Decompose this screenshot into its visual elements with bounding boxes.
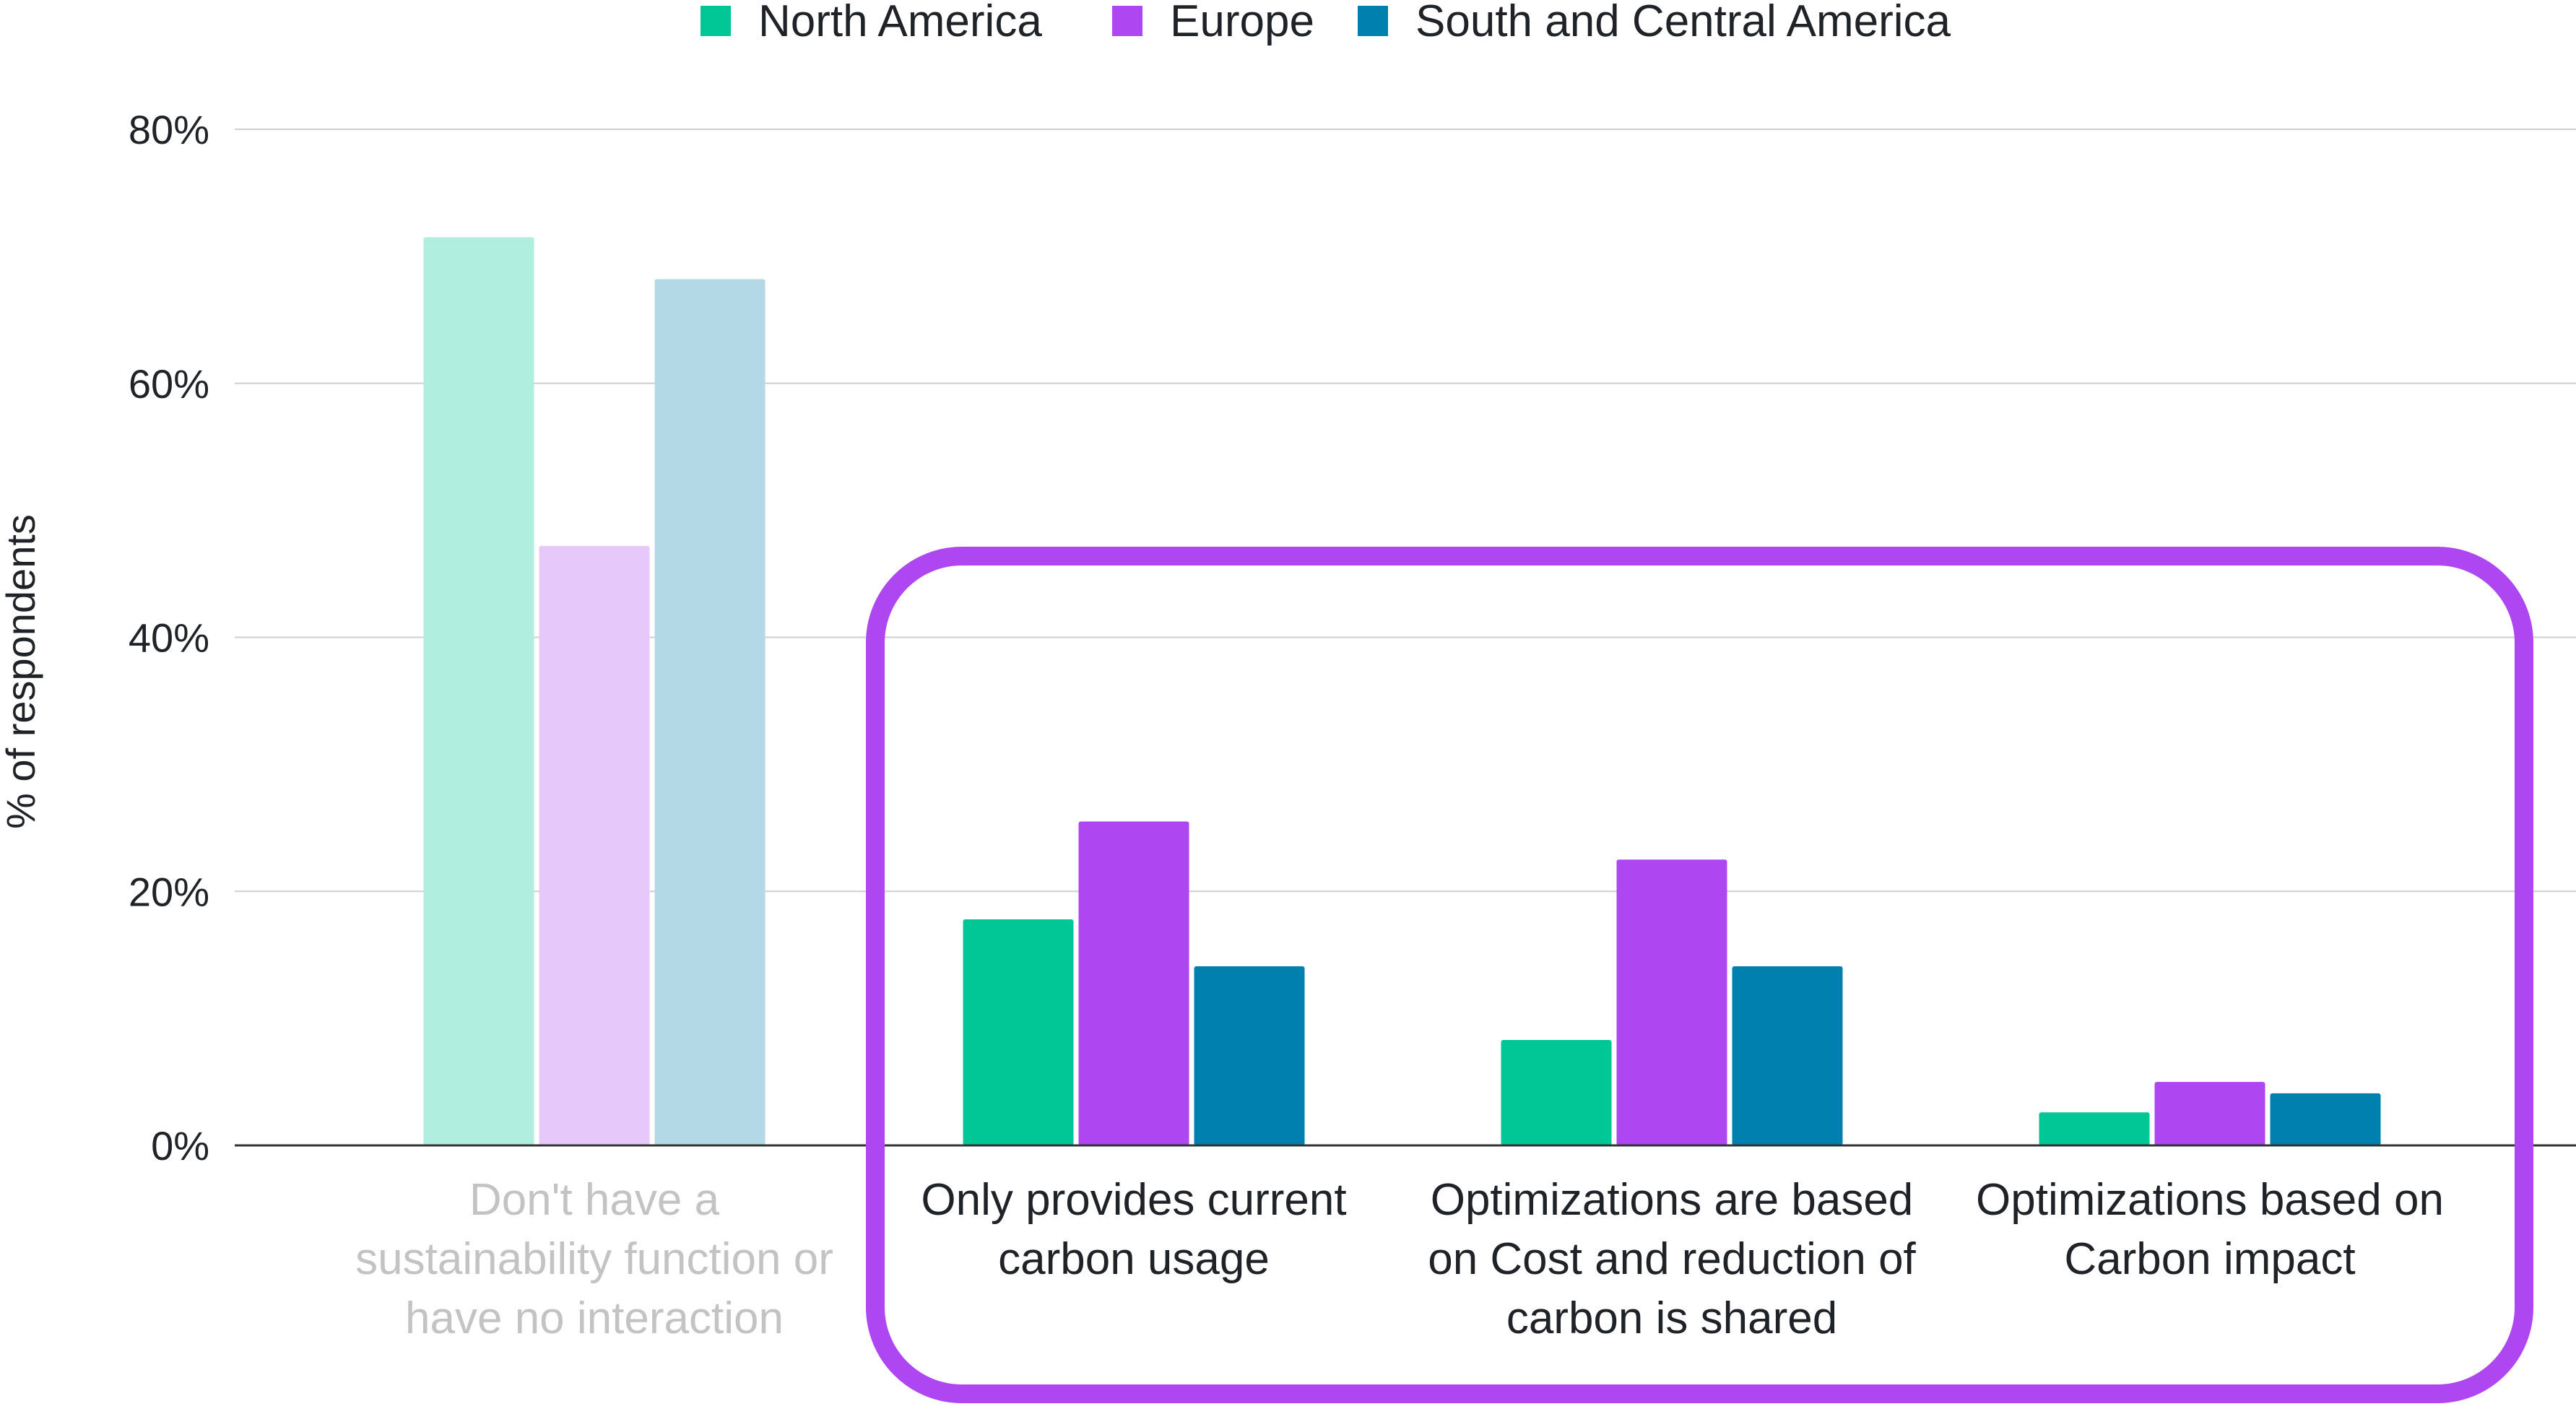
bar [1616,859,1727,1145]
bar [539,545,650,1145]
legend-item: North America [701,0,1042,46]
category-label: on Cost and reduction of [1428,1234,1916,1284]
category-label: Optimizations based on [1976,1175,2444,1225]
legend-label: Europe [1170,0,1314,46]
bar [654,279,766,1146]
category-label: carbon usage [998,1234,1270,1284]
legend-swatch [701,6,731,36]
y-tick-label: 20% [129,869,209,914]
y-axis-title: % of respondents [0,514,43,829]
bar [423,237,534,1145]
legend-label: South and Central America [1415,0,1951,46]
highlight-frame [866,547,2533,1403]
y-tick-label: 60% [129,361,209,407]
legend-swatch [1358,6,1388,36]
legend-item: Europe [1112,0,1314,46]
category-label: Only provides current [921,1175,1346,1225]
legend-label: North America [758,0,1042,46]
y-axis-ticks: 0% 20% 40% 60% 80% [129,107,209,1169]
y-tick-label: 40% [129,615,209,661]
y-tick-label: 80% [129,107,209,152]
legend-item: South and Central America [1358,0,1951,46]
category-label: Carbon impact [2064,1234,2355,1284]
category-label: have no interaction [405,1293,784,1343]
bars [423,237,2381,1146]
category-labels: Don't have a sustainability function or ha… [355,1175,2444,1343]
bar [1501,1040,1612,1145]
y-tick-label: 0% [151,1123,209,1169]
legend-swatch [1112,6,1142,36]
bar [2154,1082,2265,1145]
category-label: Don't have a [469,1175,720,1225]
bar [1078,821,1189,1145]
category-label: sustainability function or [355,1234,833,1284]
bar [963,919,1074,1145]
category-label: Optimizations are based [1431,1175,1914,1225]
category-label: carbon is shared [1506,1293,1837,1343]
bar [2270,1093,2381,1145]
legend: North America Europe South and Central Ame… [701,0,1951,46]
bar [2039,1112,2150,1145]
bar [1194,966,1305,1145]
bar [1732,966,1843,1145]
